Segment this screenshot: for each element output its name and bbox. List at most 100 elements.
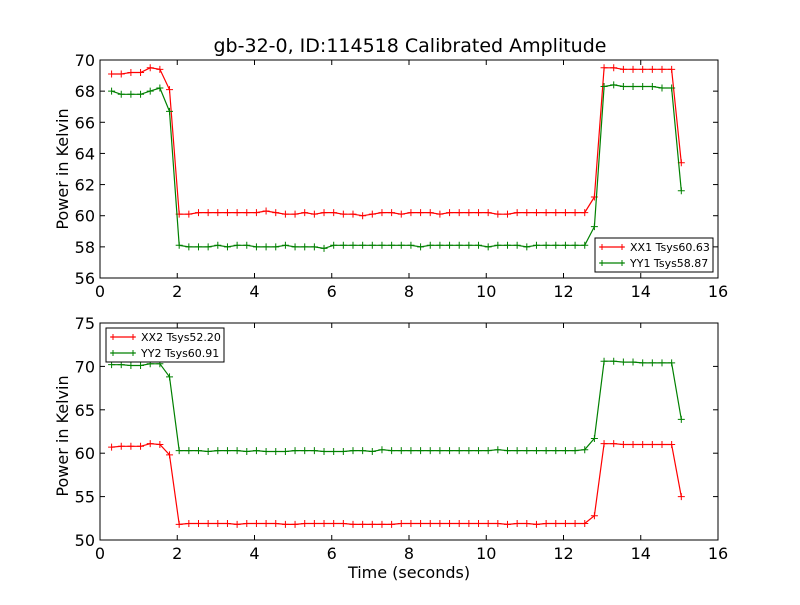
data-point bbox=[426, 241, 434, 249]
data-point bbox=[542, 209, 550, 217]
legend bbox=[594, 237, 714, 273]
data-point bbox=[301, 447, 309, 455]
data-point bbox=[455, 447, 463, 455]
data-point bbox=[581, 209, 589, 217]
data-point bbox=[156, 84, 164, 92]
y-tick-label: 68 bbox=[75, 82, 95, 101]
data-point bbox=[465, 520, 473, 528]
data-point bbox=[378, 241, 386, 249]
data-point bbox=[127, 442, 135, 450]
y-tick-label: 66 bbox=[75, 113, 95, 132]
data-point bbox=[600, 82, 608, 90]
x-tick-label: 6 bbox=[327, 282, 337, 301]
data-point bbox=[581, 446, 589, 454]
data-point bbox=[494, 446, 502, 454]
data-point bbox=[233, 241, 241, 249]
data-point bbox=[368, 447, 376, 455]
data-point bbox=[310, 520, 318, 528]
data-point bbox=[426, 520, 434, 528]
data-point bbox=[600, 357, 608, 365]
series-line-2 bbox=[111, 84, 682, 250]
data-point bbox=[639, 441, 647, 449]
data-point bbox=[455, 520, 463, 528]
data-point bbox=[600, 440, 608, 448]
data-point bbox=[378, 520, 386, 528]
x-tick-label: 0 bbox=[95, 282, 105, 301]
data-point bbox=[465, 209, 473, 217]
data-point bbox=[668, 359, 676, 367]
data-point bbox=[581, 241, 589, 249]
y-tick-label: 62 bbox=[75, 176, 95, 195]
data-point bbox=[446, 520, 454, 528]
x-tick-label: 10 bbox=[476, 544, 496, 563]
x-tick-label: 0 bbox=[95, 544, 105, 563]
data-point bbox=[561, 241, 569, 249]
data-point bbox=[223, 520, 231, 528]
data-point bbox=[146, 64, 154, 72]
x-tick-label: 8 bbox=[404, 282, 414, 301]
data-point bbox=[503, 520, 511, 528]
data-point bbox=[339, 241, 347, 249]
data-point bbox=[368, 241, 376, 249]
data-point bbox=[272, 520, 280, 528]
data-point bbox=[175, 241, 183, 249]
data-point bbox=[185, 447, 193, 455]
data-point bbox=[532, 209, 540, 217]
data-point bbox=[214, 447, 222, 455]
data-point bbox=[426, 209, 434, 217]
data-point bbox=[185, 520, 193, 528]
data-point bbox=[388, 209, 396, 217]
data-point bbox=[262, 447, 270, 455]
data-point bbox=[561, 447, 569, 455]
data-point bbox=[571, 520, 579, 528]
x-tick-label: 12 bbox=[553, 282, 573, 301]
data-point bbox=[349, 520, 357, 528]
data-point bbox=[571, 447, 579, 455]
y-tick-label: 70 bbox=[75, 357, 95, 376]
data-point bbox=[513, 209, 521, 217]
data-point bbox=[455, 209, 463, 217]
data-point bbox=[156, 65, 164, 73]
data-point bbox=[108, 70, 116, 78]
data-point bbox=[252, 209, 260, 217]
data-point bbox=[475, 241, 483, 249]
data-point bbox=[619, 82, 627, 90]
data-point bbox=[262, 243, 270, 251]
bottom-x-axis-label: Time (seconds) bbox=[347, 563, 470, 582]
data-point bbox=[214, 209, 222, 217]
data-point bbox=[436, 210, 444, 218]
data-point bbox=[301, 520, 309, 528]
legend-label: YY1 Tsys58.87 bbox=[629, 257, 708, 270]
x-tick-label: 14 bbox=[631, 544, 651, 563]
data-point bbox=[127, 362, 135, 370]
data-point bbox=[320, 209, 328, 217]
data-point bbox=[484, 520, 492, 528]
bottom-y-axis-label: Power in Kelvin bbox=[53, 375, 72, 496]
y-tick-label: 65 bbox=[75, 401, 95, 420]
data-point bbox=[417, 520, 425, 528]
data-point bbox=[407, 241, 415, 249]
data-point bbox=[330, 520, 338, 528]
data-point bbox=[552, 447, 560, 455]
data-point bbox=[194, 520, 202, 528]
legend-marker bbox=[110, 334, 136, 340]
data-point bbox=[291, 210, 299, 218]
x-tick-label: 12 bbox=[553, 544, 573, 563]
x-tick-label: 4 bbox=[249, 282, 259, 301]
data-point bbox=[668, 84, 676, 92]
data-point bbox=[610, 440, 618, 448]
top-subplot: gb-32-0, ID:114518 Calibrated Amplitude … bbox=[53, 35, 728, 301]
data-point bbox=[475, 209, 483, 217]
data-point bbox=[590, 434, 598, 442]
data-point bbox=[359, 212, 367, 220]
data-point bbox=[668, 441, 676, 449]
legend-marker bbox=[599, 244, 625, 250]
data-point bbox=[397, 520, 405, 528]
data-point bbox=[204, 243, 212, 251]
data-point bbox=[677, 187, 685, 195]
data-point bbox=[194, 209, 202, 217]
data-point bbox=[204, 520, 212, 528]
data-point bbox=[581, 520, 589, 528]
data-point bbox=[243, 209, 251, 217]
